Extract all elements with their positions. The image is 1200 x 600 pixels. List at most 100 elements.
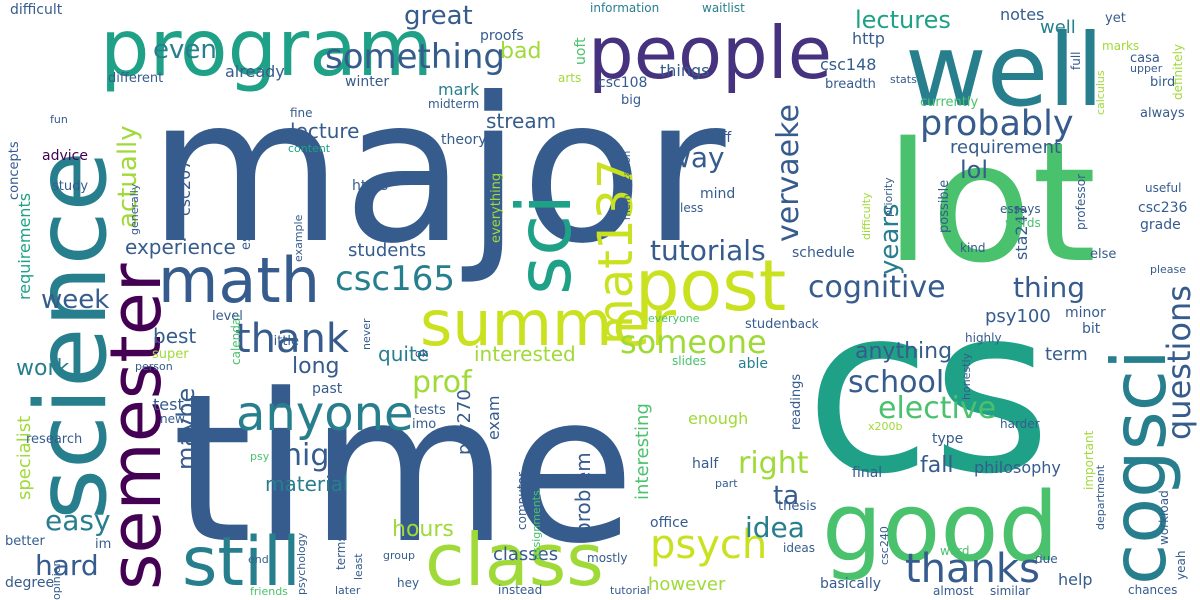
word-mat137: mat137 [588, 158, 644, 345]
word-sci: sci [500, 194, 588, 295]
word-theory: theory [441, 132, 487, 148]
word-example: example [292, 214, 305, 262]
word-office: office [650, 515, 688, 531]
word-information: information [590, 1, 659, 15]
word-yeah: yeah [1174, 551, 1188, 580]
word-casa: casa [1130, 51, 1160, 66]
word-currently: currently [920, 95, 979, 110]
word-thing: thing [1013, 271, 1085, 304]
word-csc240: csc240 [878, 526, 891, 565]
word-difficulty: difficulty [860, 192, 873, 240]
word-x200b: x200b [868, 420, 903, 433]
word-less: less [680, 201, 703, 215]
word-program: program [100, 4, 433, 94]
word-honestly: honestly [960, 352, 973, 400]
word-final: final [852, 465, 882, 481]
word-possible: possible [937, 180, 952, 233]
word-lecture: lecture [290, 119, 359, 143]
word-generally: generally [128, 183, 141, 235]
word-thesis: thesis [778, 499, 817, 514]
word-past: past [312, 381, 343, 397]
word-content: content [288, 142, 331, 155]
word-psy: psy [250, 450, 270, 463]
word-always: always [1140, 106, 1185, 121]
word-https: https [352, 178, 388, 194]
word-chances: chances [1128, 583, 1177, 597]
word-ok: ok [415, 347, 429, 360]
word-department: department [1094, 464, 1107, 530]
word-instead: instead [498, 583, 542, 597]
word-hours: hours [392, 517, 454, 542]
word-schedule: schedule [792, 245, 855, 261]
word-way: way [668, 141, 725, 174]
word-requirements: requirements [15, 193, 34, 300]
word-study: study [52, 179, 88, 194]
word-csc108: csc108 [598, 75, 647, 91]
word-long: long [292, 354, 339, 379]
word-harder: harder [1000, 417, 1040, 431]
word-people: people [588, 11, 832, 95]
word-great: great [404, 1, 473, 31]
word-right: right [738, 446, 809, 481]
word-prof: prof [412, 365, 473, 400]
word-years: years [875, 203, 905, 275]
word-thank: thank [235, 316, 350, 362]
word-actually: actually [113, 125, 143, 228]
word-back: back [790, 317, 819, 331]
word-please: please [1150, 263, 1186, 276]
word-advice: advice [42, 148, 88, 164]
word-assignments: assignments [530, 490, 543, 560]
word-big: big [621, 93, 641, 108]
word-type: type [932, 431, 963, 447]
word-anything: anything [855, 339, 952, 364]
word-memorization: memorization [622, 151, 633, 220]
word-later: later [335, 584, 361, 597]
word-fall: fall [920, 453, 953, 478]
word-term: term [1045, 344, 1088, 365]
word-basically: basically [820, 576, 881, 592]
word-questions: questions [1160, 285, 1198, 440]
word-csc148: csc148 [820, 55, 876, 74]
word-tests: tests [414, 403, 446, 418]
word-things: things [660, 61, 710, 80]
word-marks: marks [1102, 39, 1139, 53]
word-arts: arts [558, 71, 581, 85]
word-proofs: proofs [480, 28, 524, 44]
word-grade: grade [1140, 217, 1181, 233]
word-everyone: everyone [648, 312, 700, 325]
word-however: however [648, 574, 726, 595]
word-words: words [1005, 216, 1041, 230]
word-easy: easy [45, 504, 111, 537]
word-psy270: psy270 [454, 389, 475, 455]
word-essays: essays [1000, 202, 1041, 216]
word-psych: psych [650, 522, 767, 568]
word-calculus: calculus [1094, 70, 1107, 115]
word-professor: professor [1074, 174, 1088, 230]
word-tutorials: tutorials [650, 234, 766, 267]
word-math: math [158, 244, 320, 317]
word-imo: imo [412, 417, 436, 432]
word-friends: friends [250, 585, 288, 598]
word-requirement: requirement [950, 137, 1061, 158]
word-yet: yet [1105, 11, 1126, 26]
word-part: part [715, 477, 738, 490]
word-bad: bad [500, 39, 541, 64]
word-stuff: stuff [700, 130, 732, 146]
word-vervaeke: vervaeke [771, 104, 806, 242]
word-high: high [283, 438, 348, 473]
word-stats: stats [890, 73, 917, 86]
word-csc236: csc236 [1138, 200, 1188, 216]
word-waitlist: waitlist [702, 1, 745, 15]
word-workload: workload [1157, 490, 1171, 545]
word-competitive: competitive [194, 415, 207, 480]
word-anyone: anyone [236, 386, 414, 442]
word-semester: semester [95, 263, 177, 590]
word-priority: priority [882, 177, 895, 217]
word-elective: elective [878, 391, 996, 426]
word-time: time [172, 351, 635, 589]
word-problem: problem [571, 452, 595, 535]
word-mind: mind [700, 186, 735, 202]
word-everything: everything [489, 173, 504, 243]
word-fine: fine [290, 106, 313, 120]
